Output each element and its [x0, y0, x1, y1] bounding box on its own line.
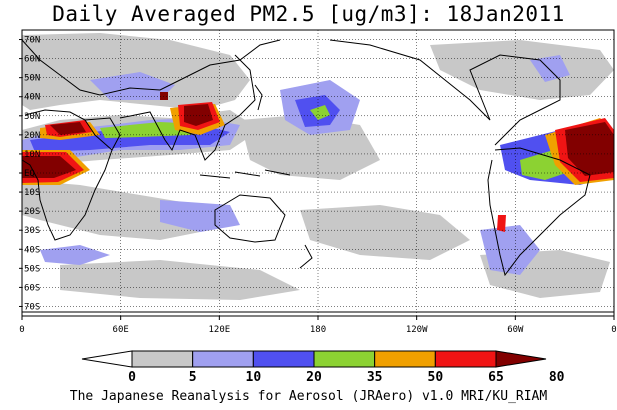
- colorbar-segment: [374, 350, 436, 368]
- colorbar-label: 50: [428, 370, 444, 385]
- latitude-labels: 70N 60N 50N 40N 30N 20N 10N EQ 10S 20S 30S 40S 50S 60…: [19, 36, 40, 312]
- colorbar-segment: [252, 350, 315, 368]
- lat-label: 40S: [24, 245, 40, 255]
- lat-label: 30N: [24, 112, 40, 122]
- colorbar-label: 20: [306, 370, 322, 385]
- lon-label: 60W: [507, 325, 524, 335]
- longitude-labels: 0 60E 120E 180 120W 60W 0: [19, 316, 617, 335]
- lat-label: 60N: [24, 55, 40, 65]
- colorbar-label: 35: [367, 370, 383, 385]
- colorbar-segment: [131, 350, 194, 368]
- colorbar: [81, 350, 547, 368]
- lat-label: EQ: [24, 169, 35, 179]
- lat-label: 10N: [24, 150, 40, 160]
- lon-label: 180: [310, 325, 326, 335]
- lat-label: 40N: [24, 93, 40, 103]
- colorbar-label: 80: [549, 370, 565, 385]
- lat-label: 60S: [24, 283, 40, 293]
- colorbar-label: 5: [189, 370, 197, 385]
- colorbar-label: 10: [246, 370, 262, 385]
- colorbar-segment: [313, 350, 376, 368]
- lat-label: 50N: [24, 74, 40, 84]
- lon-label: 120E: [208, 325, 230, 335]
- lon-label: 120W: [406, 325, 428, 335]
- lat-label: 30S: [24, 226, 40, 236]
- lon-label: 0: [611, 325, 616, 335]
- lat-label: 20N: [24, 131, 40, 141]
- lat-label: 70S: [24, 302, 40, 312]
- lat-label: 50S: [24, 264, 40, 274]
- lat-label: 10S: [24, 188, 40, 198]
- colorbar-segment: [192, 350, 254, 368]
- map-title: Daily Averaged PM2.5 [ug/m3]: 18Jan2011: [52, 2, 565, 26]
- colorbar-labels: 0 5 10 20 35 50 65 80: [128, 370, 565, 385]
- colorbar-segment: [81, 350, 133, 368]
- lat-label: 70N: [24, 36, 40, 46]
- lon-label: 60E: [113, 325, 129, 335]
- colorbar-label: 0: [128, 370, 136, 385]
- colorbar-label: 65: [488, 370, 504, 385]
- colorbar-segment: [495, 350, 547, 368]
- lat-label: 20S: [24, 207, 40, 217]
- colorbar-segment: [434, 350, 497, 368]
- footer-credit: The Japanese Reanalysis for Aerosol (JRA…: [69, 389, 548, 404]
- lon-label: 0: [19, 325, 24, 335]
